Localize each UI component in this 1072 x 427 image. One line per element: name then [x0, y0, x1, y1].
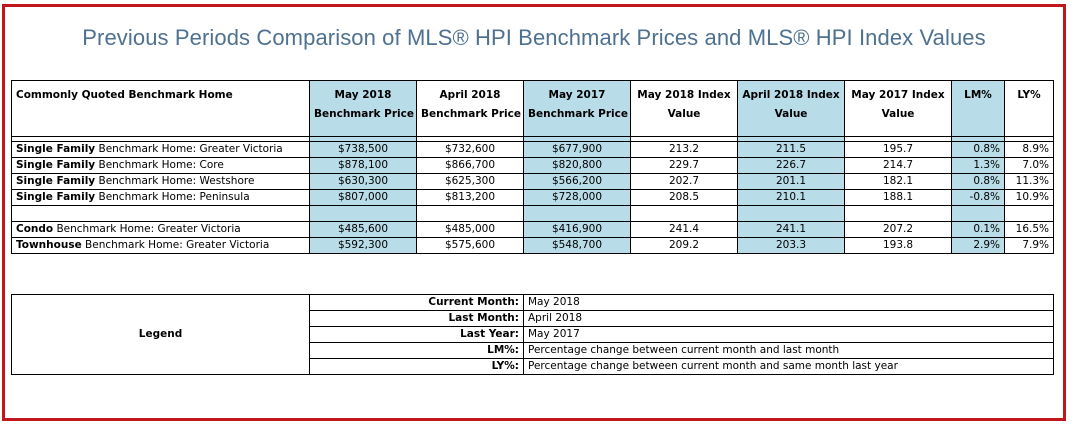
lm-value: 0.8% — [951, 173, 1005, 190]
may2018-index: 241.4 — [630, 221, 738, 238]
legend-label-lm: LM%: — [309, 342, 524, 359]
may2018-index: 209.2 — [630, 237, 738, 254]
lm-value: -0.8% — [951, 189, 1005, 206]
may2018-price: $878,100 — [309, 157, 417, 174]
may2018-price: $738,500 — [309, 141, 417, 158]
may2017-index: 182.1 — [844, 173, 952, 190]
may2017-price: $566,200 — [523, 173, 631, 190]
legend-label-ly: LY%: — [309, 358, 524, 375]
ly-value: 10.9% — [1004, 189, 1054, 206]
may2018-index: 202.7 — [630, 173, 738, 190]
header-may2017-index: May 2017 Index Value — [844, 80, 952, 137]
home-type: Single Family Benchmark Home: Greater Vi… — [11, 141, 310, 158]
table-row: Single Family Benchmark Home: Greater Vi… — [11, 141, 1054, 158]
home-type: Condo Benchmark Home: Greater Victoria — [11, 221, 310, 238]
comparison-table: Commonly Quoted Benchmark Home May 2018 B… — [11, 80, 1054, 254]
table-header-row: Commonly Quoted Benchmark Home May 2018 B… — [11, 80, 1054, 137]
apr2018-price: $575,600 — [416, 237, 524, 254]
apr2018-price: $625,300 — [416, 173, 524, 190]
home-type: Single Family Benchmark Home: Westshore — [11, 173, 310, 190]
legend-value-last-month: April 2018 — [523, 310, 1054, 327]
legend-label-current-month: Current Month: — [309, 294, 524, 311]
may2017-index: 214.7 — [844, 157, 952, 174]
may2017-price: $416,900 — [523, 221, 631, 238]
apr2018-index: 226.7 — [737, 157, 845, 174]
may2017-index: 195.7 — [844, 141, 952, 158]
legend-value-ly: Percentage change between current month … — [523, 358, 1054, 375]
table-row: Townhouse Benchmark Home: Greater Victor… — [11, 237, 1054, 254]
legend-label-last-month: Last Month: — [309, 310, 524, 327]
apr2018-index: 201.1 — [737, 173, 845, 190]
lm-value: 0.1% — [951, 221, 1005, 238]
apr2018-price: $485,000 — [416, 221, 524, 238]
ly-value: 7.0% — [1004, 157, 1054, 174]
header-apr2018-index: April 2018 Index Value — [737, 80, 845, 137]
may2017-price: $820,800 — [523, 157, 631, 174]
ly-value: 11.3% — [1004, 173, 1054, 190]
table-row: Condo Benchmark Home: Greater Victoria $… — [11, 221, 1054, 238]
may2017-price: $548,700 — [523, 237, 631, 254]
empty-row — [11, 205, 1054, 222]
may2017-index: 207.2 — [844, 221, 952, 238]
apr2018-index: 210.1 — [737, 189, 845, 206]
table-row: Single Family Benchmark Home: Westshore … — [11, 173, 1054, 190]
header-may2018-index: May 2018 Index Value — [630, 80, 738, 137]
legend-label-last-year: Last Year: — [309, 326, 524, 343]
lm-value: 1.3% — [951, 157, 1005, 174]
header-lm: LM% — [951, 80, 1005, 137]
may2018-price: $807,000 — [309, 189, 417, 206]
ly-value: 8.9% — [1004, 141, 1054, 158]
header-may2017-price: May 2017 Benchmark Price — [523, 80, 631, 137]
legend-value-last-year: May 2017 — [523, 326, 1054, 343]
table-row: Single Family Benchmark Home: Peninsula … — [11, 189, 1054, 206]
home-type: Single Family Benchmark Home: Peninsula — [11, 189, 310, 206]
lm-value: 2.9% — [951, 237, 1005, 254]
page-title: Previous Periods Comparison of MLS® HPI … — [82, 25, 986, 50]
may2018-index: 229.7 — [630, 157, 738, 174]
legend-value-current-month: May 2018 — [523, 294, 1054, 311]
header-apr2018-price: April 2018 Benchmark Price — [416, 80, 524, 137]
may2018-index: 208.5 — [630, 189, 738, 206]
header-ly: LY% — [1004, 80, 1054, 137]
may2017-price: $728,000 — [523, 189, 631, 206]
table-row: Single Family Benchmark Home: Core $878,… — [11, 157, 1054, 174]
may2017-index: 188.1 — [844, 189, 952, 206]
may2017-price: $677,900 — [523, 141, 631, 158]
legend-table: Legend Current Month: May 2018 Last Mont… — [11, 294, 1054, 375]
apr2018-price: $732,600 — [416, 141, 524, 158]
header-home: Commonly Quoted Benchmark Home — [11, 80, 310, 137]
legend-value-lm: Percentage change between current month … — [523, 342, 1054, 359]
ly-value: 16.5% — [1004, 221, 1054, 238]
may2018-price: $485,600 — [309, 221, 417, 238]
home-type: Single Family Benchmark Home: Core — [11, 157, 310, 174]
legend-title: Legend — [11, 294, 310, 375]
may2018-price: $630,300 — [309, 173, 417, 190]
apr2018-price: $866,700 — [416, 157, 524, 174]
apr2018-index: 241.1 — [737, 221, 845, 238]
may2018-index: 213.2 — [630, 141, 738, 158]
apr2018-index: 211.5 — [737, 141, 845, 158]
lm-value: 0.8% — [951, 141, 1005, 158]
apr2018-price: $813,200 — [416, 189, 524, 206]
apr2018-index: 203.3 — [737, 237, 845, 254]
may2018-price: $592,300 — [309, 237, 417, 254]
ly-value: 7.9% — [1004, 237, 1054, 254]
header-may2018-price: May 2018 Benchmark Price — [309, 80, 417, 137]
home-type: Townhouse Benchmark Home: Greater Victor… — [11, 237, 310, 254]
may2017-index: 193.8 — [844, 237, 952, 254]
